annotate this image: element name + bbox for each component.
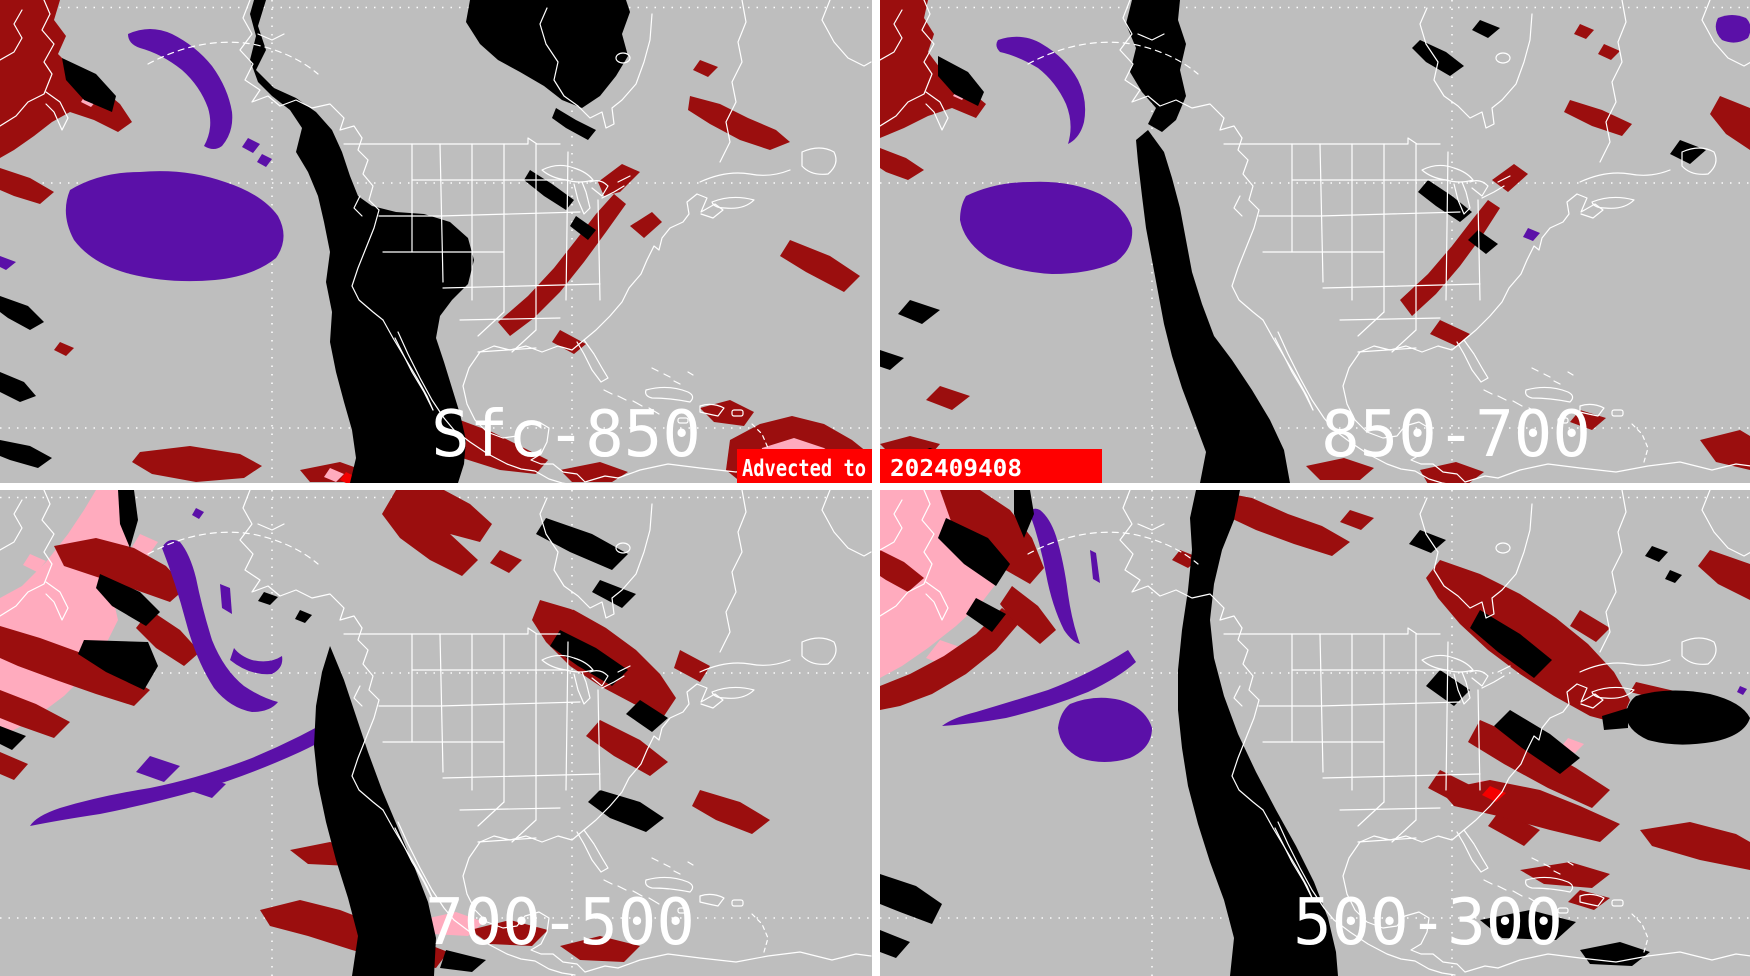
panel-sfc-850: Sfc-850 <box>0 0 872 483</box>
black-no-data-regions <box>0 490 668 976</box>
black-no-data-regions <box>880 490 1750 976</box>
status-bar-left-segment <box>737 449 872 483</box>
panel-label-700-500: 700-500 <box>425 886 695 960</box>
purple-regions <box>30 508 348 826</box>
status-bar-prefix: Advected to <box>742 456 866 482</box>
status-bar-right-segment <box>880 449 1102 483</box>
panel-label-850-700: 850-700 <box>1321 398 1591 472</box>
panel-label-500-300: 500-300 <box>1293 886 1563 960</box>
purple-regions <box>0 29 284 282</box>
panel-500-300: 500-300 <box>880 490 1750 976</box>
status-bar: Advected to 202409408 <box>737 449 1102 483</box>
black-no-data-regions <box>0 0 630 483</box>
panel-label-sfc-850: Sfc-850 <box>431 398 701 472</box>
panel-850-700: 850-700 <box>880 0 1750 483</box>
panel-700-500: 700-500 <box>0 490 872 976</box>
bright-red-regions <box>1482 786 1506 802</box>
purple-regions <box>960 15 1750 274</box>
status-bar-timestamp: 202409408 <box>890 456 1022 482</box>
panel-divider-horizontal <box>0 483 1750 490</box>
